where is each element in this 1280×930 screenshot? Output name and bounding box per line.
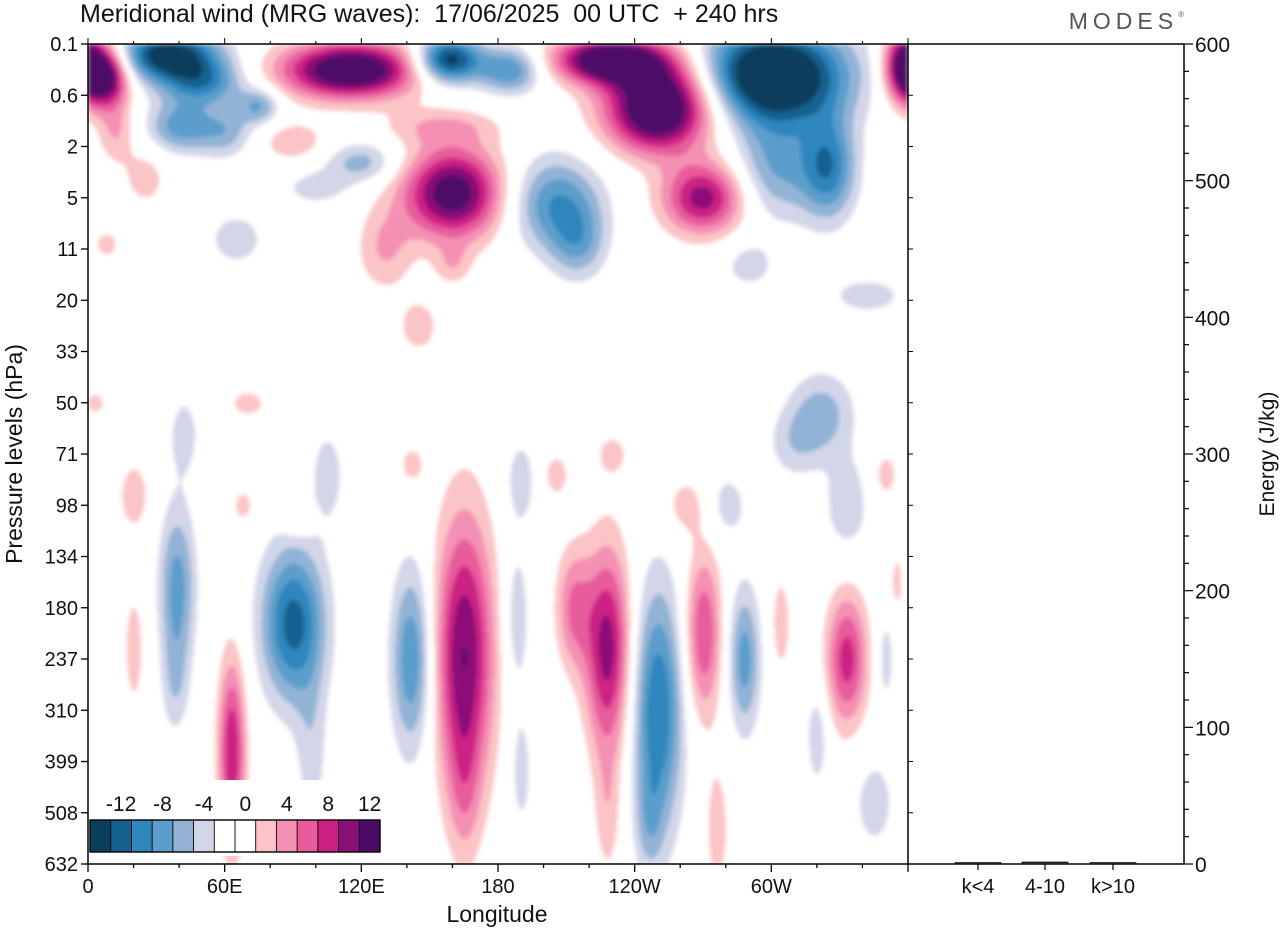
- y-axis-label: Pressure levels (hPa): [1, 344, 27, 564]
- colorbar-label: -12: [106, 793, 136, 816]
- y-tick-label: 71: [56, 444, 78, 466]
- y-tick-label: 310: [45, 700, 78, 722]
- x-tick-label: 0: [82, 876, 93, 898]
- x-axis-label: Longitude: [446, 901, 547, 927]
- colorbar-swatch: [255, 820, 277, 852]
- y-tick-label: 98: [56, 495, 78, 517]
- y-tick-label: 11: [57, 239, 78, 261]
- axes: 0.1 0.6 2 5 11 20 33 50 71 98 134 180 237 310 399 508 63…: [45, 34, 1230, 898]
- y-tick-label: 33: [56, 342, 78, 364]
- brand-logo: MODES®: [1069, 8, 1184, 35]
- brand-text: MODES: [1068, 8, 1179, 34]
- colorbar-swatch: [317, 820, 339, 852]
- energy-axis-label: Energy (J/kg): [1256, 392, 1279, 517]
- x-tick-label: 120E: [338, 876, 385, 898]
- y-tick-label: 237: [45, 649, 78, 671]
- x-tick-label: 60E: [207, 876, 243, 898]
- y-tick-label: 134: [45, 547, 78, 569]
- y-tick-label: 5: [67, 188, 78, 210]
- colorbar-swatch: [359, 820, 381, 852]
- y-tick-label: 508: [45, 803, 78, 825]
- colorbar-label: 4: [281, 793, 293, 816]
- colorbar-swatch: [193, 820, 215, 852]
- colorbar-swatch: [214, 820, 236, 852]
- y-tick-label: 180: [45, 598, 78, 620]
- energy-tick-label: 200: [1195, 581, 1230, 604]
- y-tick-label: 2: [67, 137, 78, 159]
- colorbar-swatch: [297, 820, 319, 852]
- energy-tick-label: 400: [1195, 307, 1230, 330]
- colorbar-swatch: [90, 820, 112, 852]
- energy-category-label: k<4: [962, 876, 995, 898]
- colorbar-swatch: [276, 820, 298, 852]
- colorbar-label: 12: [358, 793, 381, 816]
- contour-image: [88, 44, 908, 864]
- colorbar-swatch: [235, 820, 257, 852]
- colorbar-swatch: [172, 820, 194, 852]
- y-tick-label: 0.6: [50, 85, 78, 107]
- brand-mark: ®: [1178, 10, 1184, 19]
- y-tick-label: 20: [56, 290, 78, 312]
- y-tick-label: 50: [56, 393, 78, 415]
- colorbar-label: -4: [195, 793, 214, 816]
- y-tick-label: 0.1: [50, 34, 78, 56]
- energy-tick-label: 100: [1195, 717, 1230, 740]
- chart-title: Meridional wind (MRG waves): 17/06/2025 …: [80, 0, 779, 28]
- energy-tick-label: 500: [1195, 171, 1230, 194]
- energy-tick-label: 0: [1195, 854, 1207, 877]
- energy-bar: [1021, 861, 1069, 865]
- colorbar-swatch: [131, 820, 153, 852]
- colorbar-swatch: [110, 820, 132, 852]
- energy-tick-label: 300: [1195, 444, 1230, 467]
- contour-field: [88, 44, 908, 864]
- y-tick-label: 632: [45, 854, 78, 876]
- colorbar-label: -8: [153, 793, 172, 816]
- x-tick-label: 120W: [609, 876, 661, 898]
- energy-bar: [1089, 862, 1137, 865]
- colorbar: -12 -8 -4 0 4 8 12: [86, 780, 384, 856]
- energy-bar: [954, 862, 1002, 865]
- colorbar-swatch: [152, 820, 174, 852]
- x-tick-label: 60W: [751, 876, 792, 898]
- colorbar-label: 8: [322, 793, 334, 816]
- x-tick-label: 180: [481, 876, 514, 898]
- y-tick-label: 399: [45, 752, 78, 774]
- energy-tick-label: 600: [1195, 34, 1230, 57]
- energy-category-label: 4-10: [1025, 876, 1065, 898]
- energy-category-label: k>10: [1091, 876, 1135, 898]
- colorbar-swatch: [338, 820, 360, 852]
- colorbar-label: 0: [240, 793, 252, 816]
